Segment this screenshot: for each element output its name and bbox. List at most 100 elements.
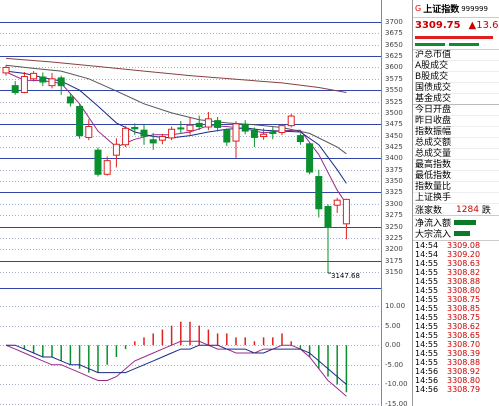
candle-body: [186, 124, 194, 132]
index-header: G 上证指数 999999: [413, 0, 499, 18]
tick-time: 14:56: [415, 367, 439, 376]
candle-body: [30, 72, 38, 80]
tick-row: 14:55 3308.65: [413, 331, 499, 340]
candle-body: [315, 176, 323, 210]
volume-bars: [413, 32, 499, 50]
candle-body: [48, 78, 56, 87]
price-axis-label: 3275: [385, 211, 403, 220]
candle-body: [103, 160, 111, 175]
price-axis-label: 3175: [385, 256, 403, 265]
price-axis-label: 3400: [385, 154, 403, 163]
bar-down-1: [415, 43, 445, 46]
stat-labels: 沪总市值 A股成交 B股成交 国债成交 基金成交 今日开盘 昨日收盘 指数振幅 总成交额 总成交量…: [413, 50, 499, 204]
price-axis-label: 3450: [385, 131, 403, 140]
candle-body: [195, 122, 203, 128]
tick-time: 14:56: [415, 385, 439, 394]
candle-body: [241, 123, 249, 132]
price-axis-label: 3200: [385, 245, 403, 254]
candle-body: [168, 128, 176, 139]
tick-row: 14:55 3308.75: [413, 313, 499, 322]
last-price: 3309.75: [415, 19, 461, 31]
candle-body: [269, 131, 277, 134]
stat-label: A股成交: [413, 61, 499, 72]
tick-price: 3308.70: [447, 340, 481, 349]
stat-label: 上证换手: [413, 193, 499, 204]
candle-body: [112, 143, 120, 156]
tick-row: 14:55 3308.85: [413, 304, 499, 313]
tick-price: 3308.88: [447, 358, 481, 367]
tick-row: 14:55 3308.82: [413, 268, 499, 277]
tick-row: 14:54 3309.20: [413, 250, 499, 259]
price-axis-label: 3625: [385, 52, 403, 61]
tick-time: 14:55: [415, 304, 439, 313]
candle-body: [57, 77, 65, 87]
candle-body: [342, 198, 350, 225]
price-axis-label: 3475: [385, 120, 403, 129]
tick-time: 14:55: [415, 259, 439, 268]
candle-body: [131, 126, 139, 130]
tick-time: 14:55: [415, 358, 439, 367]
stat-label: 指数振幅: [413, 127, 499, 138]
capital-flows: 净流入额 大宗流入: [413, 216, 499, 241]
stat-label: 国债成交: [413, 83, 499, 94]
tick-price: 3308.75: [447, 313, 481, 322]
bar-up: [415, 36, 493, 39]
tick-row: 14:55 3308.62: [413, 322, 499, 331]
price-axis-label: 3350: [385, 177, 403, 186]
flow-bar: [454, 231, 471, 236]
price-axis-label: 3500: [385, 108, 403, 117]
indicator-axis-label: -15.00: [385, 400, 408, 406]
candle-body: [149, 139, 157, 144]
flow-row: 大宗流入: [413, 228, 499, 240]
tick-time: 14:55: [415, 286, 439, 295]
candle-body: [177, 127, 185, 130]
candle-body: [39, 76, 47, 83]
candle-body: [250, 129, 258, 138]
g-tag: G: [415, 4, 422, 13]
flow-bar: [454, 220, 477, 225]
price-axis: 3700 3675 3650 3625 3600 3575 3550 3525 3500 3475…: [381, 0, 412, 406]
low-price-annotation: 3147.68: [331, 272, 360, 280]
candle-body: [66, 96, 74, 104]
tick-row: 14:54 3309.08: [413, 241, 499, 250]
tick-price: 3309.20: [447, 250, 481, 259]
price-axis-label: 3250: [385, 222, 403, 231]
candle-body: [2, 66, 10, 74]
stat-label: 总成交额: [413, 138, 499, 149]
tick-row: 14:55 3308.88: [413, 277, 499, 286]
tick-time: 14:54: [415, 241, 439, 250]
moving-average-line: [5, 71, 347, 205]
indicator-axis-label: -5.00: [385, 360, 404, 369]
tick-row: 14:55 3308.88: [413, 358, 499, 367]
price-axis-label: 3225: [385, 233, 403, 242]
price-axis-label: 3675: [385, 29, 403, 38]
kline-chart[interactable]: [0, 0, 381, 406]
stat-label: 沪总市值: [413, 50, 499, 61]
candle-body: [94, 149, 102, 175]
tick-row: 14:55 3308.80: [413, 286, 499, 295]
stat-label: 最高指数: [413, 160, 499, 171]
candle-body: [278, 125, 286, 133]
breadth-value: 1284: [456, 204, 479, 215]
candle-body: [122, 127, 130, 146]
tick-row: 14:56 3308.79: [413, 385, 499, 394]
candle-body: [214, 120, 222, 128]
tick-row: 14:56 3308.92: [413, 367, 499, 376]
stat-label: 总成交量: [413, 149, 499, 160]
tick-time: 14:55: [415, 331, 439, 340]
indicator-line: [5, 340, 347, 397]
kline-chart-area[interactable]: 3147.68: [0, 0, 381, 406]
candle-body: [140, 129, 148, 137]
tick-list[interactable]: 14:54 3309.08 14:54 3309.20 14:55 3308.63 14:5…: [413, 241, 499, 394]
candle-body: [158, 136, 166, 141]
stat-label: 基金成交: [413, 94, 499, 105]
price-axis-label: 3325: [385, 188, 403, 197]
tick-time: 14:54: [415, 250, 439, 259]
tick-time: 14:56: [415, 376, 439, 385]
tick-price: 3309.08: [447, 241, 481, 250]
moving-average-line: [5, 64, 347, 155]
price-axis-label: 3650: [385, 40, 403, 49]
candle-body: [324, 206, 332, 228]
breadth-label: 涨家数: [415, 206, 443, 216]
candle-body: [260, 133, 268, 138]
